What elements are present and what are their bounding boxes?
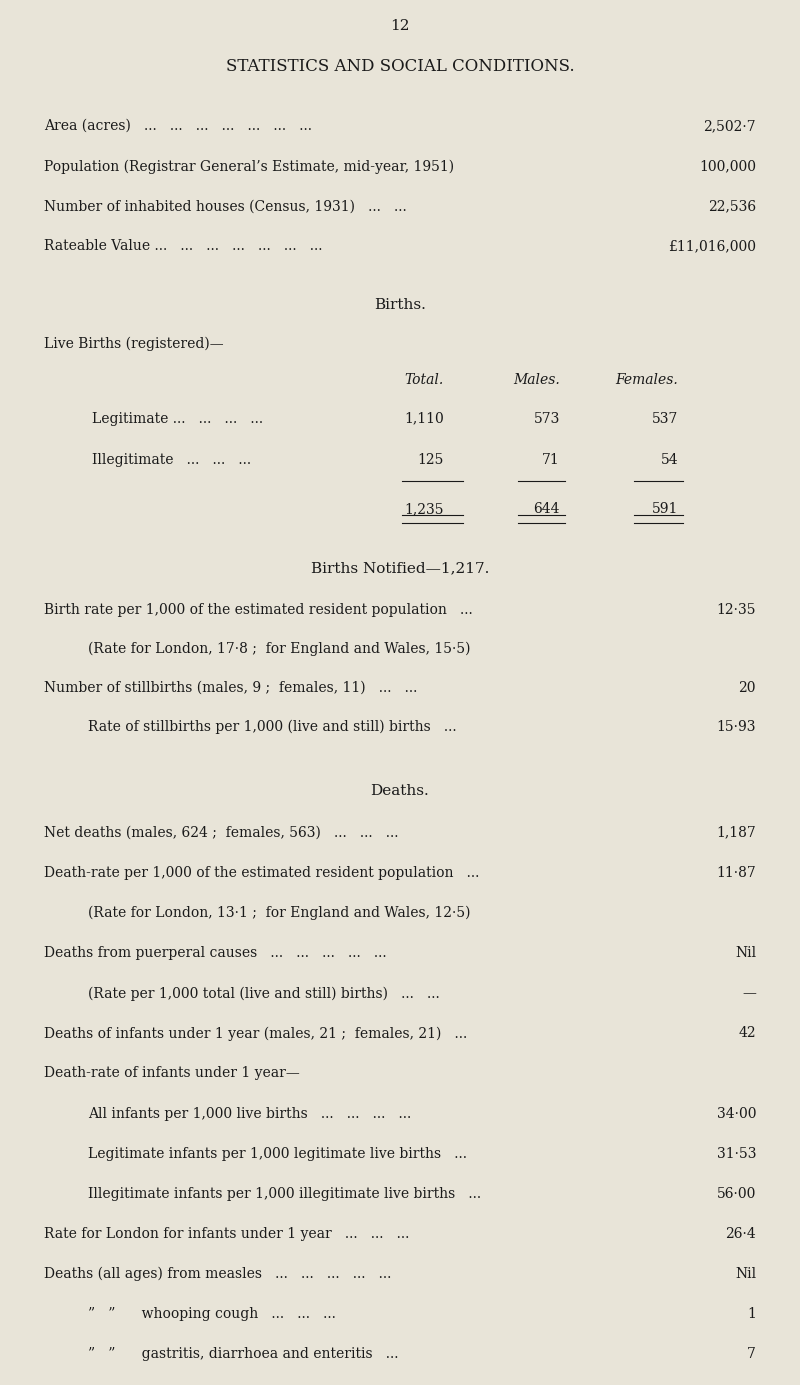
Text: Number of stillbirths (males, 9 ;  females, 11)   ...   ...: Number of stillbirths (males, 9 ; female… xyxy=(44,681,418,695)
Text: 12: 12 xyxy=(390,19,410,33)
Text: 34·00: 34·00 xyxy=(717,1107,756,1120)
Text: 56·00: 56·00 xyxy=(717,1187,756,1201)
Text: Area (acres)   ...   ...   ...   ...   ...   ...   ...: Area (acres) ... ... ... ... ... ... ... xyxy=(44,119,312,133)
Text: 100,000: 100,000 xyxy=(699,159,756,173)
Text: 644: 644 xyxy=(534,503,560,517)
Text: Females.: Females. xyxy=(616,373,678,386)
Text: 537: 537 xyxy=(652,411,678,425)
Text: Deaths from puerperal causes   ...   ...   ...   ...   ...: Deaths from puerperal causes ... ... ...… xyxy=(44,946,386,960)
Text: 7: 7 xyxy=(747,1348,756,1361)
Text: Births Notified—1,217.: Births Notified—1,217. xyxy=(311,562,489,576)
Text: Births.: Births. xyxy=(374,298,426,312)
Text: 1: 1 xyxy=(747,1307,756,1321)
Text: All infants per 1,000 live births   ...   ...   ...   ...: All infants per 1,000 live births ... ..… xyxy=(88,1107,411,1120)
Text: Population (Registrar General’s Estimate, mid-year, 1951): Population (Registrar General’s Estimate… xyxy=(44,159,454,173)
Text: Deaths.: Deaths. xyxy=(370,784,430,798)
Text: 54: 54 xyxy=(661,453,678,467)
Text: 1,110: 1,110 xyxy=(404,411,444,425)
Text: Number of inhabited houses (Census, 1931)   ...   ...: Number of inhabited houses (Census, 1931… xyxy=(44,199,406,213)
Text: 11·87: 11·87 xyxy=(716,866,756,879)
Text: (Rate for London, 17·8 ;  for England and Wales, 15·5): (Rate for London, 17·8 ; for England and… xyxy=(88,641,470,656)
Text: 2,502·7: 2,502·7 xyxy=(703,119,756,133)
Text: Birth rate per 1,000 of the estimated resident population   ...: Birth rate per 1,000 of the estimated re… xyxy=(44,602,473,618)
Text: 71: 71 xyxy=(542,453,560,467)
Text: Total.: Total. xyxy=(405,373,444,386)
Text: Rate of stillbirths per 1,000 (live and still) births   ...: Rate of stillbirths per 1,000 (live and … xyxy=(88,720,457,734)
Text: Death-rate per 1,000 of the estimated resident population   ...: Death-rate per 1,000 of the estimated re… xyxy=(44,866,479,879)
Text: Deaths (all ages) from measles   ...   ...   ...   ...   ...: Deaths (all ages) from measles ... ... .… xyxy=(44,1267,391,1281)
Text: Death-rate of infants under 1 year—: Death-rate of infants under 1 year— xyxy=(44,1066,300,1080)
Text: 31·53: 31·53 xyxy=(717,1147,756,1161)
Text: (Rate per 1,000 total (live and still) births)   ...   ...: (Rate per 1,000 total (live and still) b… xyxy=(88,986,440,1000)
Text: 12·35: 12·35 xyxy=(717,602,756,618)
Text: 1,187: 1,187 xyxy=(716,825,756,839)
Text: —: — xyxy=(742,986,756,1000)
Text: 573: 573 xyxy=(534,411,560,425)
Text: Illegitimate   ...   ...   ...: Illegitimate ... ... ... xyxy=(92,453,251,467)
Text: Live Births (registered)—: Live Births (registered)— xyxy=(44,337,224,350)
Text: Rateable Value ...   ...   ...   ...   ...   ...   ...: Rateable Value ... ... ... ... ... ... .… xyxy=(44,240,322,253)
Text: Rate for London for infants under 1 year   ...   ...   ...: Rate for London for infants under 1 year… xyxy=(44,1227,410,1241)
Text: (Rate for London, 13·1 ;  for England and Wales, 12·5): (Rate for London, 13·1 ; for England and… xyxy=(88,906,470,921)
Text: Males.: Males. xyxy=(514,373,560,386)
Text: ”   ”      whooping cough   ...   ...   ...: ” ” whooping cough ... ... ... xyxy=(88,1307,336,1321)
Text: STATISTICS AND SOCIAL CONDITIONS.: STATISTICS AND SOCIAL CONDITIONS. xyxy=(226,58,574,75)
Text: Legitimate infants per 1,000 legitimate live births   ...: Legitimate infants per 1,000 legitimate … xyxy=(88,1147,467,1161)
Text: 125: 125 xyxy=(418,453,444,467)
Text: Nil: Nil xyxy=(735,1267,756,1281)
Text: Legitimate ...   ...   ...   ...: Legitimate ... ... ... ... xyxy=(92,411,263,425)
Text: £11,016,000: £11,016,000 xyxy=(668,240,756,253)
Text: 42: 42 xyxy=(738,1026,756,1040)
Text: Nil: Nil xyxy=(735,946,756,960)
Text: 22,536: 22,536 xyxy=(708,199,756,213)
Text: 26·4: 26·4 xyxy=(726,1227,756,1241)
Text: ”   ”      gastritis, diarrhoea and enteritis   ...: ” ” gastritis, diarrhoea and enteritis .… xyxy=(88,1348,398,1361)
Text: Illegitimate infants per 1,000 illegitimate live births   ...: Illegitimate infants per 1,000 illegitim… xyxy=(88,1187,481,1201)
Text: Deaths of infants under 1 year (males, 21 ;  females, 21)   ...: Deaths of infants under 1 year (males, 2… xyxy=(44,1026,467,1040)
Text: 20: 20 xyxy=(738,681,756,695)
Text: Net deaths (males, 624 ;  females, 563)   ...   ...   ...: Net deaths (males, 624 ; females, 563) .… xyxy=(44,825,398,839)
Text: 1,235: 1,235 xyxy=(405,503,444,517)
Text: 15·93: 15·93 xyxy=(717,720,756,734)
Text: 591: 591 xyxy=(652,503,678,517)
